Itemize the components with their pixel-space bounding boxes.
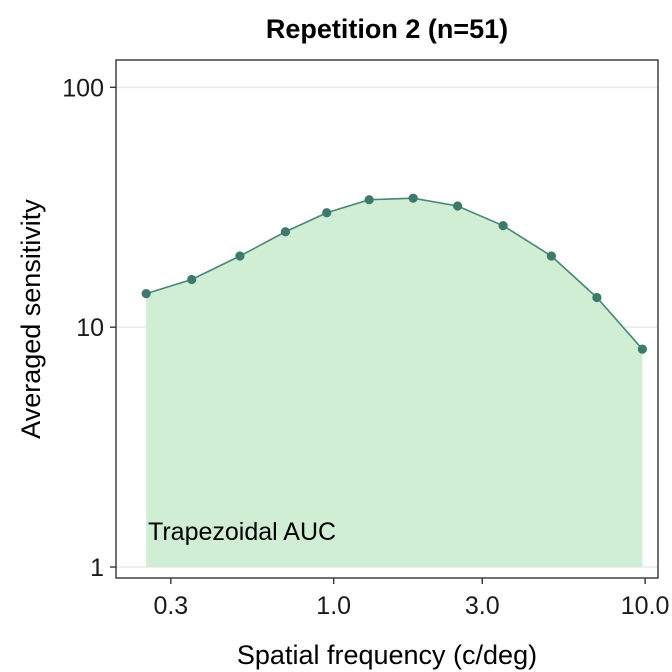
data-point: [364, 195, 374, 205]
data-point: [235, 251, 245, 261]
data-point: [637, 344, 647, 354]
data-point: [187, 274, 197, 285]
data-point: [408, 193, 418, 203]
y-tick-label: 1: [90, 554, 104, 582]
y-tick-label: 100: [62, 74, 104, 102]
auc-fill: [146, 198, 643, 568]
y-tick-label: 10: [76, 314, 104, 342]
data-points: [141, 193, 647, 354]
x-tick-label: 10.0: [621, 592, 670, 620]
data-point: [453, 201, 463, 211]
x-tick-label: 1.0: [316, 592, 351, 620]
auc-area: [146, 198, 643, 568]
panel-border: [115, 59, 659, 579]
data-point: [546, 251, 556, 261]
y-axis-title: Averaged sensitivity: [16, 199, 46, 439]
axis-ticks: 1 10 100 0.3 1.0 3.0 10.0: [62, 74, 669, 620]
data-point: [280, 227, 291, 237]
chart-title: Repetition 2 (n=51): [266, 14, 508, 44]
series-line: [145, 197, 643, 350]
x-axis-title: Spatial frequency (c/deg): [237, 640, 537, 670]
data-point: [498, 221, 508, 231]
data-point: [592, 292, 602, 303]
auc-annotation: Trapezoidal AUC: [148, 518, 336, 546]
x-tick-label: 3.0: [465, 592, 500, 620]
x-tick-label: 0.3: [153, 592, 188, 620]
data-point: [322, 208, 332, 218]
data-point: [141, 289, 151, 299]
sensitivity-line: [145, 197, 643, 350]
